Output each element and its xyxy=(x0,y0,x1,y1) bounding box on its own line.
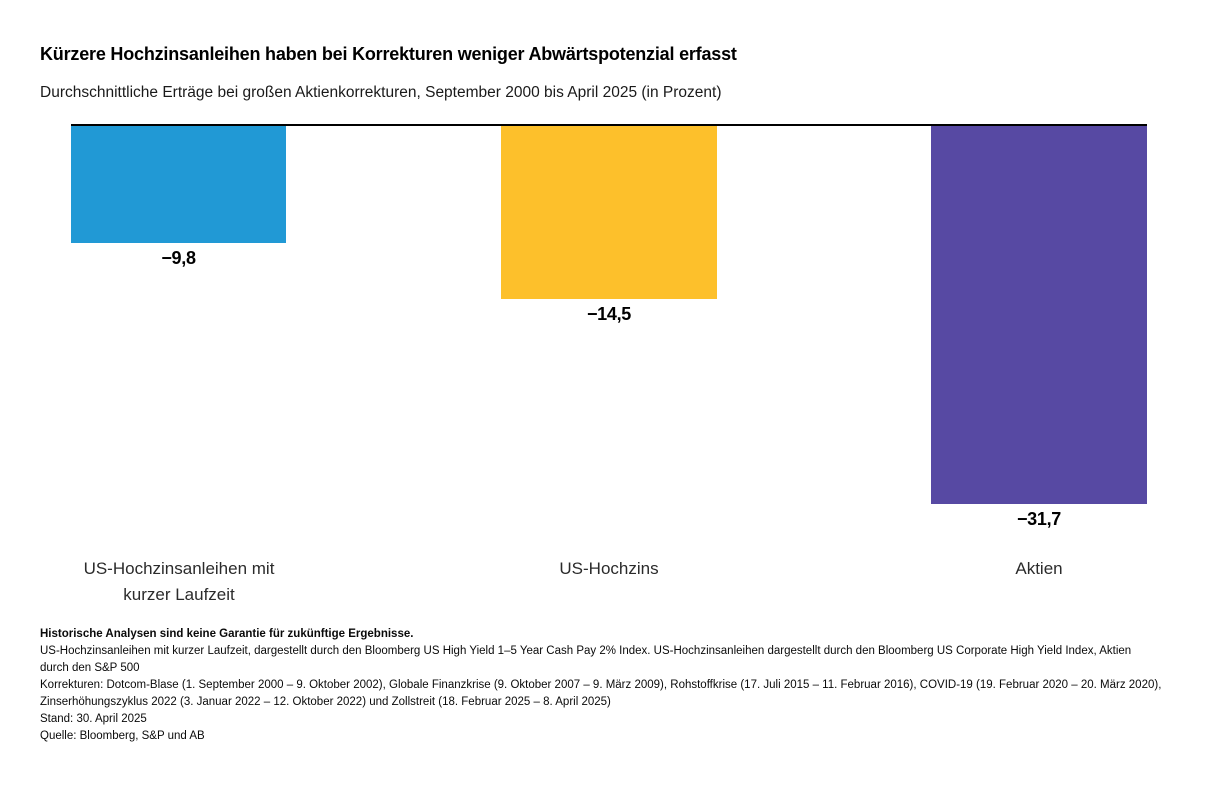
footnote-source: Quelle: Bloomberg, S&P und AB xyxy=(40,730,205,742)
value-label: −14,5 xyxy=(586,304,632,324)
footnote-definitions: US-Hochzinsanleihen mit kurzer Laufzeit,… xyxy=(40,645,1132,674)
bar-group-us-hochzinsanleihen-kurze-laufzeit: −9,8 xyxy=(71,126,286,269)
footnote-corrections: Korrekturen: Dotcom-Blase (1. September … xyxy=(40,679,1162,708)
value-label: −9,8 xyxy=(161,248,196,268)
category-label: US-Hochzinsanleihen mit kurzer Laufzeit xyxy=(83,559,275,604)
footnote-disclaimer: Historische Analysen sind keine Garantie… xyxy=(40,628,414,640)
bar-us-hochzinsanleihen-kurze-laufzeit xyxy=(71,126,286,243)
chart-title: Kürzere Hochzinsanleihen haben bei Korre… xyxy=(40,44,737,64)
bar-aktien xyxy=(931,126,1147,504)
footnote-as-of: Stand: 30. April 2025 xyxy=(40,713,147,725)
value-label: −31,7 xyxy=(1016,509,1062,529)
bar-us-hochzins xyxy=(501,126,717,299)
zero-baseline xyxy=(71,124,1147,126)
bar-group-aktien: −31,7 xyxy=(931,126,1147,530)
category-label: Aktien xyxy=(1015,559,1063,578)
chart-subtitle: Durchschnittliche Erträge bei großen Akt… xyxy=(40,84,722,101)
category-label: US-Hochzins xyxy=(559,559,659,578)
bar-group-us-hochzins: −14,5 xyxy=(501,126,717,325)
footnotes: Historische Analysen sind keine Garantie… xyxy=(40,626,1162,745)
